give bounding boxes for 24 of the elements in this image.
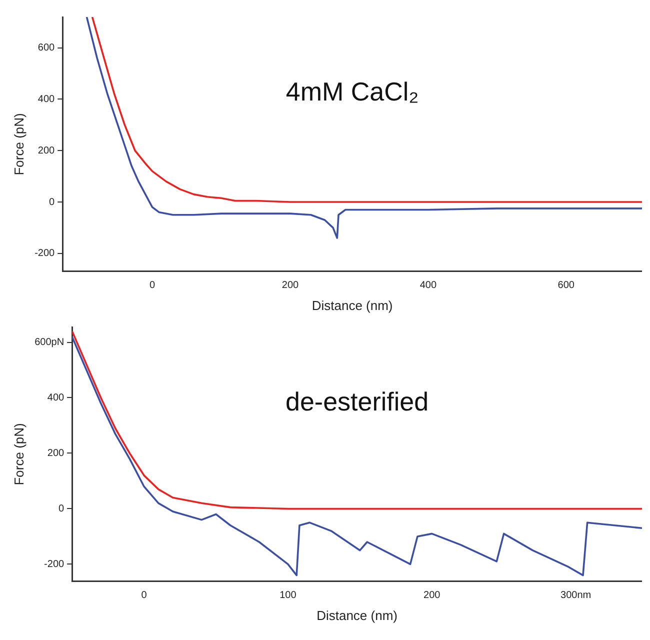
y-tick-label: -200 — [44, 558, 65, 570]
x-tick-label: 300nm — [560, 590, 592, 602]
x-tick-label: 0 — [141, 590, 148, 602]
annotation: 4mM CaCl₂ — [286, 76, 419, 106]
y-tick-label: 200 — [47, 448, 65, 459]
x-tick-label: 400 — [420, 280, 437, 292]
y-tick-label: -200 — [34, 248, 56, 260]
x-axis-title: Distance (nm) — [316, 608, 398, 623]
x-tick-label: 600 — [558, 280, 575, 292]
x-tick-label: 200 — [424, 590, 441, 602]
y-tick-label: 0 — [49, 196, 56, 208]
x-axis-title: Distance (nm) — [312, 298, 393, 313]
y-tick-label: 600 — [38, 42, 56, 54]
x-tick-label: 0 — [150, 280, 156, 292]
annotation: de-esterified — [285, 386, 429, 416]
y-tick-label: 400 — [47, 392, 65, 404]
y-tick-label: 400 — [38, 94, 56, 105]
y-axis-title: Force (pN) — [11, 423, 26, 486]
x-tick-label: 100 — [280, 590, 297, 602]
y-tick-label: 0 — [58, 503, 65, 514]
y-tick-label: 200 — [38, 145, 56, 156]
y-tick-label: 600pN — [34, 337, 64, 348]
y-axis-title: Force (pN) — [11, 113, 26, 176]
x-tick-label: 200 — [282, 280, 300, 292]
